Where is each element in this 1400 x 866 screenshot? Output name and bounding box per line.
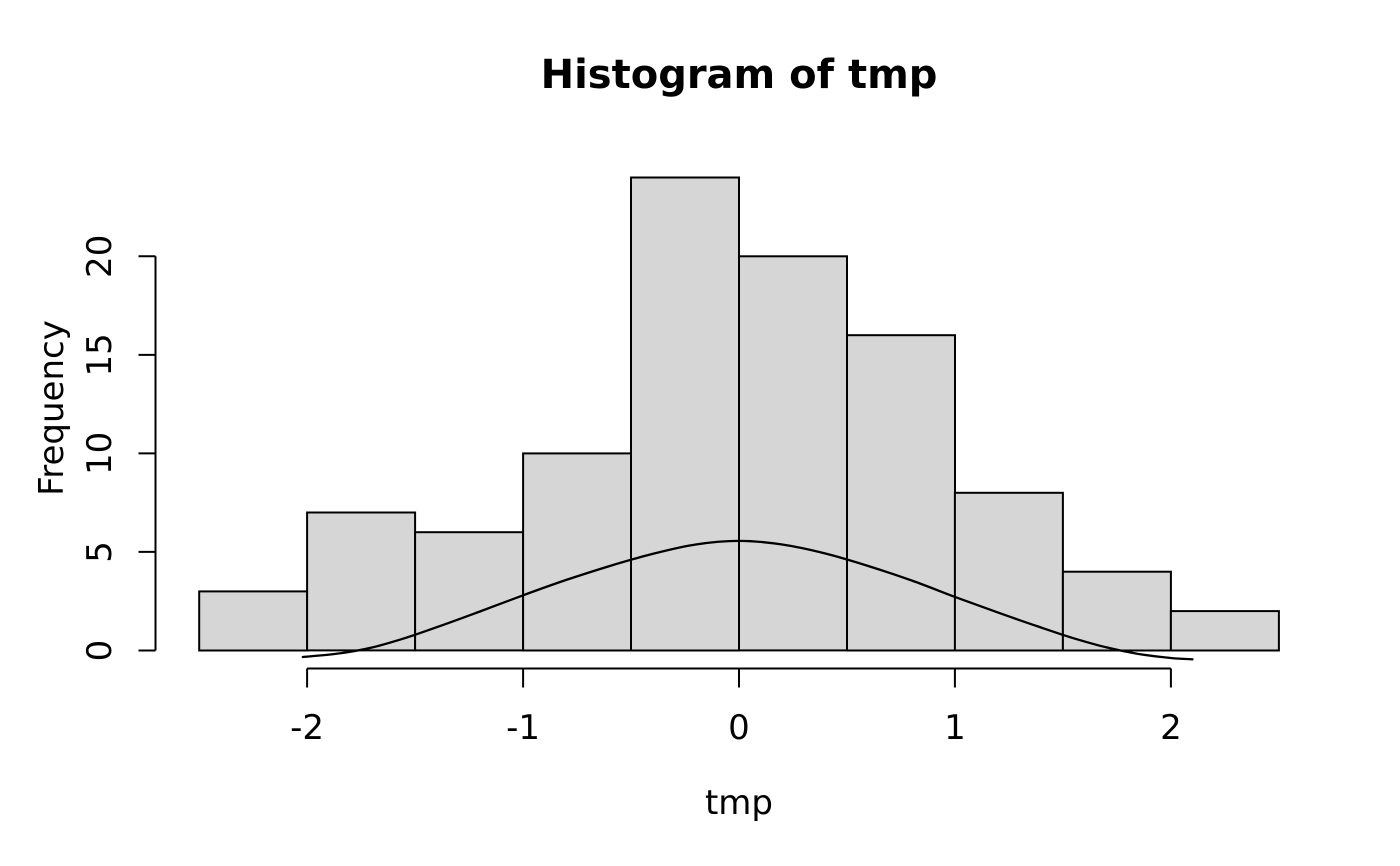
x-tick-label: -1 [506,708,540,748]
histogram-bar [846,334,956,652]
histogram-bar [306,511,417,652]
chart-title: Histogram of tmp [540,52,938,98]
histogram-bar [198,590,309,652]
y-axis-title: Frequency [32,320,72,496]
y-tick-label: 20 [80,235,120,278]
x-tick-label: 0 [728,708,750,748]
x-tick-label: 2 [1160,708,1182,748]
histogram-bar [630,176,740,652]
y-tick-label: 5 [80,541,120,563]
histogram-bar [522,452,633,652]
x-axis-title: tmp [704,783,774,823]
histogram-bar [1169,610,1280,652]
x-tick-label: -2 [290,708,324,748]
y-tick-label: 15 [80,333,120,376]
y-tick-label: 10 [80,432,120,475]
y-tick-label: 0 [80,640,120,662]
fit-curve [301,539,1194,661]
histogram-bar [1061,570,1172,652]
x-tick-label: 1 [944,708,966,748]
histogram-bar [414,531,525,652]
histogram-bar [738,255,848,652]
histogram-bar [953,491,1064,652]
histogram-bars [198,176,1280,652]
